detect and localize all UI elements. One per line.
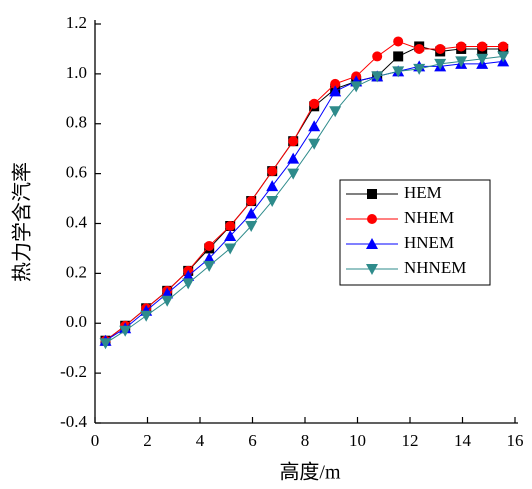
y-tick-label: -0.4 [60, 412, 87, 431]
legend-label: HEM [404, 183, 442, 202]
y-tick-label: 0.8 [66, 113, 87, 132]
x-tick-label: 8 [301, 431, 310, 450]
marker [246, 196, 257, 207]
marker [224, 229, 237, 241]
x-tick-label: 0 [91, 431, 100, 450]
marker [476, 53, 489, 65]
marker [266, 196, 279, 208]
marker [288, 136, 299, 147]
y-tick-label: 0.0 [66, 312, 87, 331]
marker [434, 58, 447, 70]
x-axis-title: 高度/m [279, 461, 341, 484]
marker [266, 180, 279, 192]
x-tick-label: 4 [196, 431, 205, 450]
marker [140, 310, 153, 322]
marker [245, 220, 258, 232]
legend-marker [367, 214, 377, 224]
marker [498, 41, 509, 52]
marker [161, 295, 174, 307]
marker [245, 207, 258, 219]
marker [267, 166, 278, 177]
marker [119, 325, 132, 337]
marker [350, 81, 363, 93]
legend-box [339, 179, 491, 286]
legend: HEM NHEM HNEM NHNEM [339, 179, 491, 286]
y-tick-label: 1.2 [66, 13, 87, 32]
marker [435, 43, 446, 54]
y-tick-label: 0.2 [66, 262, 87, 281]
legend-marker [367, 189, 377, 199]
legend-label: NHEM [404, 208, 454, 227]
marker [182, 269, 195, 281]
legend-marker [366, 238, 378, 249]
legend-label: HNEM [404, 233, 454, 252]
marker [371, 71, 384, 83]
marker [393, 36, 404, 47]
marker [392, 66, 405, 78]
y-tick-label: 1.0 [66, 63, 87, 82]
marker [203, 260, 216, 272]
marker [161, 287, 174, 299]
marker [224, 243, 237, 255]
marker [287, 168, 300, 180]
marker [393, 51, 404, 62]
marker [329, 85, 342, 97]
marker [99, 338, 112, 350]
x-tick-label: 2 [143, 431, 152, 450]
marker [204, 240, 215, 251]
marker [455, 56, 468, 68]
marker [308, 138, 321, 150]
x-tick-label: 12 [402, 431, 419, 450]
x-tick-label: 6 [248, 431, 257, 450]
marker [225, 220, 236, 231]
marker [372, 51, 383, 62]
legend-label: NHNEM [404, 258, 466, 277]
marker [287, 152, 300, 164]
series-line [105, 60, 504, 342]
legend-marker [366, 264, 378, 275]
marker [330, 78, 341, 89]
y-tick-label: 0.6 [66, 163, 87, 182]
marker [203, 252, 216, 264]
marker [308, 120, 321, 132]
x-tick-label: 14 [454, 431, 472, 450]
x-tick-label: 16 [507, 431, 524, 450]
marker [477, 41, 488, 52]
y-tick-label: 0.4 [66, 212, 88, 231]
marker [456, 41, 467, 52]
x-tick-label: 10 [349, 431, 366, 450]
y-axis-title: 热力学含汽率 [11, 162, 34, 282]
marker [309, 98, 320, 109]
y-tick-label: -0.2 [60, 362, 87, 381]
marker [329, 106, 342, 118]
marker [414, 43, 425, 54]
marker [497, 51, 510, 63]
marker [182, 278, 195, 290]
marker [413, 63, 426, 75]
